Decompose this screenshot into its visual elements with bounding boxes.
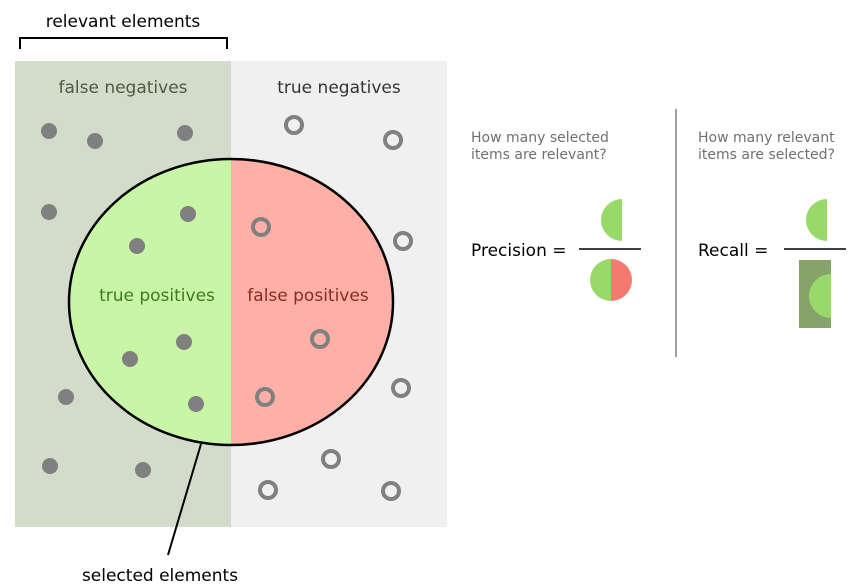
true-negatives-label: true negatives bbox=[277, 78, 401, 98]
false-negatives-label: false negatives bbox=[58, 78, 187, 98]
relevant-dot bbox=[180, 206, 196, 222]
irrelevant-ring bbox=[258, 480, 278, 500]
irrelevant-ring bbox=[251, 217, 271, 237]
precision-question-line1: How many selected bbox=[471, 130, 609, 146]
precision-question-line2: items are relevant? bbox=[471, 147, 607, 163]
irrelevant-ring bbox=[321, 449, 341, 469]
irrelevant-ring bbox=[255, 387, 275, 407]
recall-question-line2: items are selected? bbox=[698, 147, 835, 163]
relevant-dot bbox=[41, 123, 57, 139]
recall-label: Recall = bbox=[698, 241, 768, 261]
precision-denominator-red-half-icon bbox=[611, 259, 632, 301]
precision-numerator-half-circle-icon bbox=[601, 199, 622, 241]
precision-denominator-green-half-icon bbox=[590, 259, 611, 301]
recall-numerator-half-circle-icon bbox=[806, 199, 827, 241]
false-positives-region bbox=[231, 159, 393, 445]
relevant-bracket bbox=[19, 37, 228, 49]
relevant-dot bbox=[129, 238, 145, 254]
relevant-dot bbox=[177, 125, 193, 141]
irrelevant-ring bbox=[383, 130, 403, 150]
irrelevant-items bbox=[251, 115, 413, 501]
relevant-dot bbox=[87, 133, 103, 149]
relevant-dot bbox=[176, 334, 192, 350]
selected-elements-label: selected elements bbox=[82, 566, 238, 586]
irrelevant-ring bbox=[381, 481, 401, 501]
recall-question-line1: How many relevant bbox=[698, 130, 835, 146]
irrelevant-ring bbox=[284, 115, 304, 135]
selected-elements-pointer bbox=[167, 443, 202, 556]
relevant-dot bbox=[41, 204, 57, 220]
irrelevant-ring bbox=[391, 378, 411, 398]
relevant-elements-label: relevant elements bbox=[46, 12, 201, 32]
relevant-dot bbox=[122, 351, 138, 367]
relevant-dot bbox=[42, 458, 58, 474]
false-positives-label: false positives bbox=[247, 286, 369, 306]
relevant-dot bbox=[58, 389, 74, 405]
recall-denominator-half-circle-icon bbox=[809, 274, 831, 318]
irrelevant-ring bbox=[310, 329, 330, 349]
precision-label: Precision = bbox=[471, 241, 567, 261]
selected-elements-ellipse bbox=[67, 157, 395, 447]
relevant-dot bbox=[135, 462, 151, 478]
true-positives-label: true positives bbox=[99, 286, 215, 306]
irrelevant-ring bbox=[393, 231, 413, 251]
relevant-dot bbox=[188, 396, 204, 412]
true-positives-region bbox=[69, 159, 231, 445]
relevant-items bbox=[41, 123, 204, 478]
